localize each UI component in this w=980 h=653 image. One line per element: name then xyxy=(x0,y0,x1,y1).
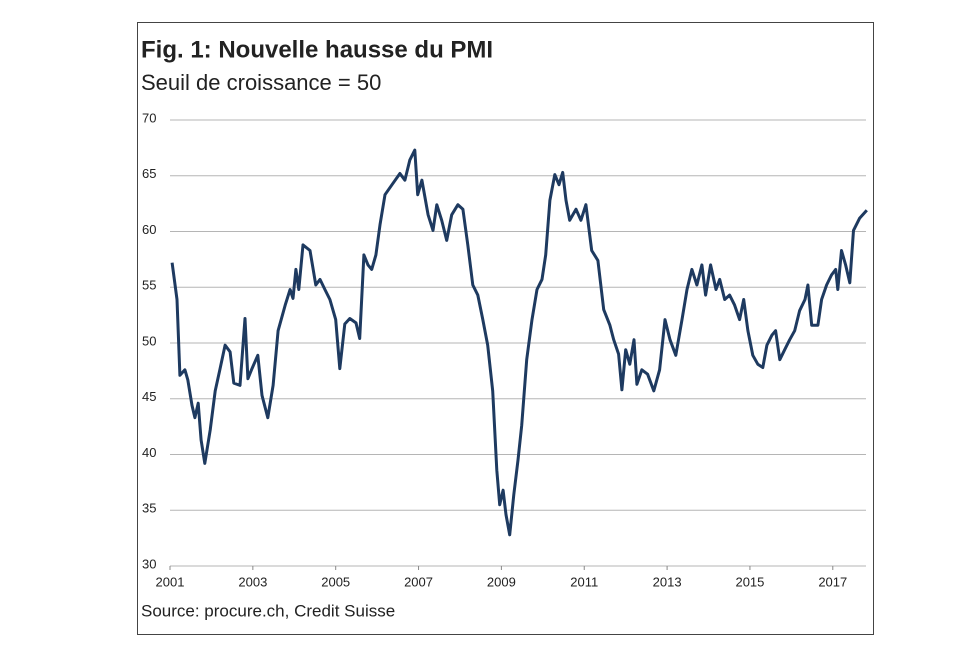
x-tick-label: 2015 xyxy=(735,574,764,589)
frame xyxy=(137,22,874,635)
x-tick-label: 2017 xyxy=(818,574,847,589)
y-tick-label: 45 xyxy=(142,389,156,404)
x-tick-label: 2005 xyxy=(321,574,350,589)
y-tick-label: 40 xyxy=(142,445,156,460)
chart-subtitle: Seuil de croissance = 50 xyxy=(141,70,381,95)
chart-title: Fig. 1: Nouvelle hausse du PMI xyxy=(141,36,493,63)
x-tick-label: 2013 xyxy=(653,574,682,589)
line xyxy=(170,148,868,537)
x-tick-label: 2007 xyxy=(404,574,433,589)
x-tick-label: 2011 xyxy=(570,574,598,589)
y-tick-label: 65 xyxy=(142,166,156,181)
y-tick-label: 60 xyxy=(142,222,156,237)
source: Source: procure.ch, Credit Suisse xyxy=(141,601,395,620)
y-tick-label: 30 xyxy=(142,556,156,571)
y-tick-label: 55 xyxy=(142,278,156,293)
y-tick-label: 70 xyxy=(142,110,156,125)
x-tick-label: 2003 xyxy=(238,574,267,589)
y-tick-label: 35 xyxy=(142,501,156,516)
x-tick-label: 2009 xyxy=(487,574,516,589)
y-tick-label: 50 xyxy=(142,333,156,348)
x-tick-label: 2001 xyxy=(156,574,185,589)
